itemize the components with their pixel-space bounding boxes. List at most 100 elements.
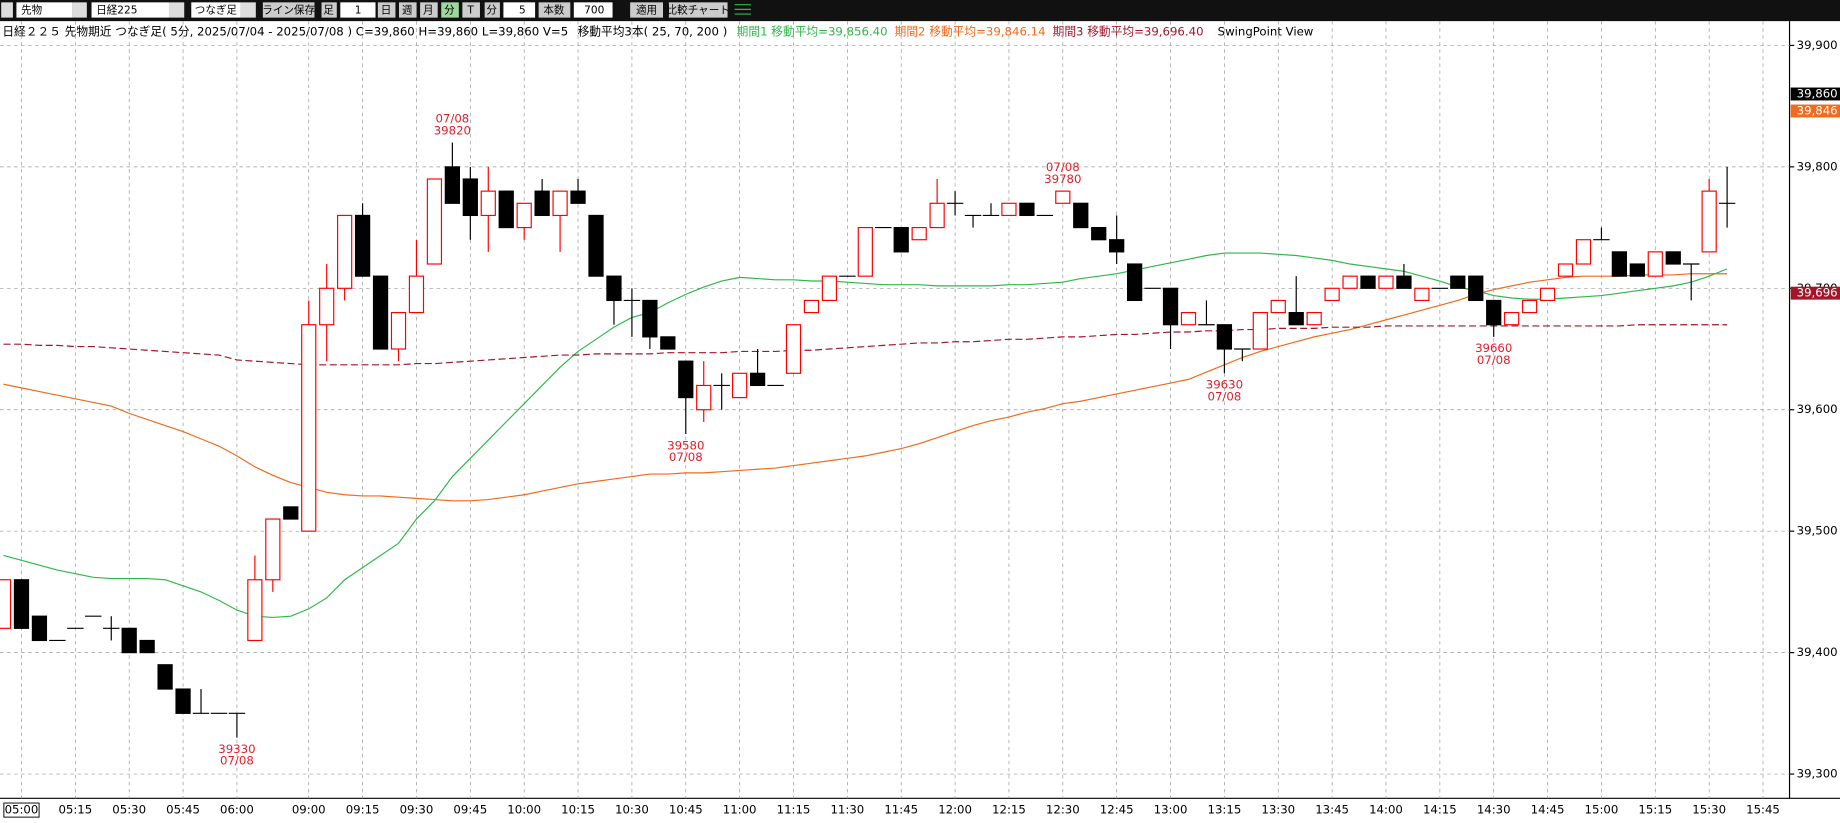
save-line-button[interactable] (262, 2, 315, 18)
candle-body (1073, 202, 1089, 229)
y-tick-label: 39,600 (1797, 402, 1838, 416)
ma-line (3, 273, 1728, 502)
candle-body (498, 190, 514, 229)
count-label (538, 2, 571, 18)
y-tick-label: 39,500 (1797, 524, 1838, 538)
ma-line (3, 252, 1728, 618)
candle-body (516, 202, 532, 229)
bar-count-input[interactable] (340, 2, 376, 18)
apply-text: 適用 (636, 4, 657, 17)
candle-body (642, 299, 658, 338)
compare-button[interactable] (668, 2, 728, 18)
candle-body (678, 360, 694, 399)
x-tick-label: 10:30 (615, 803, 649, 817)
menu-button[interactable] (1, 2, 13, 18)
x-tick-label: 14:15 (1423, 803, 1457, 817)
candle-body (1396, 275, 1412, 289)
minute-button[interactable] (441, 2, 459, 18)
candle-body (1575, 239, 1592, 265)
apply-button[interactable] (630, 2, 664, 18)
bar-label-text: 足 (323, 5, 334, 17)
candle-body (139, 639, 155, 654)
tick-text: T (466, 5, 474, 17)
candle-body (1647, 251, 1663, 277)
week-button[interactable] (398, 2, 417, 18)
x-tick-label: 15:15 (1638, 803, 1672, 817)
candle-body (929, 202, 945, 229)
x-tick-label: 06:00 (220, 803, 254, 817)
low-label: 39580 (667, 438, 704, 452)
dropdown-arrow[interactable] (168, 2, 185, 18)
candle-body (1001, 202, 1017, 217)
candle-body (696, 384, 712, 411)
interval-unit-text: 分 (486, 5, 497, 17)
candle-body (31, 615, 48, 642)
chart-icon[interactable] (734, 4, 752, 15)
x-tick-label: 09:45 (453, 803, 487, 817)
candle-body (283, 506, 299, 520)
x-tick-label: 10:45 (669, 803, 703, 817)
x-tick-label: 05:00 (5, 803, 39, 817)
chart-title: 日経２２５ 先物期近 つなぎ足( 5分, 2025/07/04 - 2025/0… (2, 24, 568, 38)
candle-body (0, 579, 12, 629)
count-input[interactable] (573, 2, 613, 18)
interval-input[interactable] (503, 2, 536, 18)
candle-body (265, 518, 281, 581)
x-tick-label: 13:30 (1261, 803, 1295, 817)
candle-body (1486, 299, 1502, 326)
low-label: 39660 (1475, 341, 1512, 355)
x-tick-label: 09:30 (400, 803, 434, 817)
month-button[interactable] (420, 2, 438, 18)
x-tick-label: 09:00 (292, 803, 326, 817)
market-select[interactable] (16, 2, 73, 18)
candle-body (570, 190, 586, 204)
low-label: 07/08 (1477, 353, 1511, 367)
minute-text: 分 (444, 5, 455, 17)
x-label-box (3, 802, 40, 818)
count-label-text: 本数 (543, 4, 565, 17)
market-select-text: 先物 (21, 4, 43, 17)
candle-body (552, 190, 568, 217)
candle-body (157, 664, 173, 690)
candle-body (1521, 299, 1538, 314)
y-tick-label: 39,800 (1797, 159, 1838, 173)
candle-body (1611, 251, 1628, 277)
chart-subtitle: 移動平均3本( 25, 70, 200 ) (578, 24, 728, 38)
candle-body (1180, 312, 1197, 326)
candle-body (857, 226, 873, 277)
x-tick-label: 10:15 (561, 803, 595, 817)
index-select[interactable] (91, 2, 169, 18)
save-line-text: ライン保存 (262, 4, 315, 17)
day-text: 日 (381, 5, 392, 17)
candle-body (1468, 275, 1484, 302)
candle-body (444, 166, 461, 204)
view-label: SwingPoint View (1218, 24, 1314, 38)
price-tag (1790, 104, 1840, 118)
candle-body (1252, 312, 1268, 350)
candle-body (247, 579, 263, 642)
dropdown-arrow[interactable] (240, 2, 256, 18)
x-tick-label: 09:15 (346, 803, 380, 817)
dropdown-arrow[interactable] (72, 2, 87, 18)
high-label: 39820 (434, 123, 471, 137)
candle-body (337, 214, 353, 289)
count-text: 700 (584, 5, 604, 17)
candle-body (1055, 190, 1071, 204)
x-tick-label: 12:15 (992, 803, 1026, 817)
candle-body (588, 214, 604, 277)
tick-button[interactable] (462, 2, 480, 18)
day-button[interactable] (377, 2, 396, 18)
week-text: 週 (402, 5, 413, 17)
candle-body (408, 275, 425, 314)
low-label: 07/08 (1208, 389, 1242, 403)
bar-label (321, 2, 337, 18)
compare-text: 比較チャート (667, 4, 730, 17)
high-label: 07/08 (1046, 160, 1080, 174)
x-tick-label: 13:00 (1154, 803, 1188, 817)
bar-type-select[interactable] (191, 2, 241, 18)
candle-body (354, 214, 371, 277)
interval-text: 5 (519, 5, 526, 17)
low-label: 39630 (1206, 378, 1243, 392)
candle-body (13, 579, 30, 629)
